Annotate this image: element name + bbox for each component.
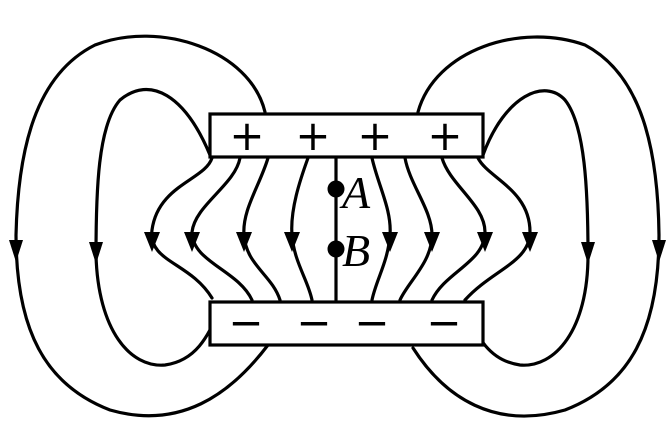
arrowhead [144,232,160,252]
field-line-7 [430,156,487,302]
arrowhead [581,242,595,264]
plus-sign: + [295,111,330,160]
arrowhead [236,232,252,252]
minus-sign: − [296,298,331,347]
field-line-1 [150,156,214,300]
point-a-label: A [339,167,371,218]
arrowhead [284,232,300,252]
point-a-dot [327,180,345,198]
arrowhead [89,242,103,264]
minus-sign: − [228,298,263,347]
arrowhead [9,240,23,262]
field-line-8 [463,156,532,302]
field-line-4 [290,156,314,302]
arrowhead [522,232,538,252]
arrowhead [477,232,493,252]
field-line-6 [398,156,434,302]
arrowhead [652,240,666,262]
arrowhead [184,232,200,252]
arrowhead [382,232,398,252]
plus-sign: + [427,111,462,160]
minus-sign: − [426,298,461,347]
minus-sign: − [354,298,389,347]
arrowhead [424,232,440,252]
field-line-3 [242,156,282,302]
plus-sign: + [229,111,264,160]
plus-sign: + [357,111,392,160]
positive-plate [208,112,485,159]
point-b-dot [327,240,345,258]
field-line-inner-left [94,87,224,367]
field-line-5 [370,156,392,302]
field-line-outer-right [411,35,661,418]
point-b-label: B [342,225,370,276]
field-line-outer-left [14,34,270,418]
negative-plate [208,300,485,347]
